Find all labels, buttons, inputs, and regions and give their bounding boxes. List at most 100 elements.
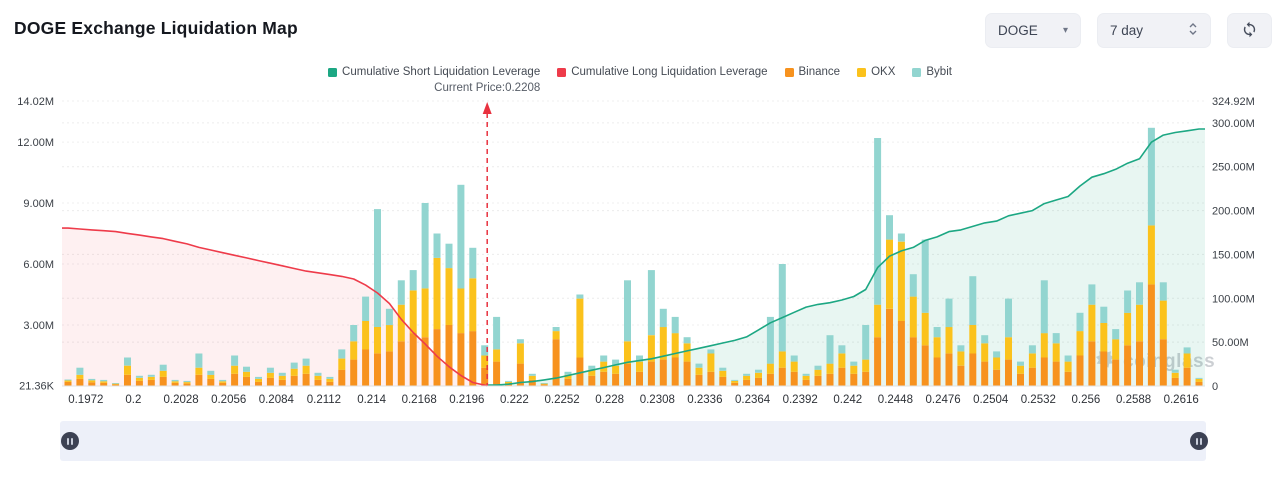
legend-label: Bybit bbox=[926, 66, 952, 78]
y-axis-left-label: 9.00M bbox=[23, 198, 54, 210]
bar-binance bbox=[647, 361, 655, 386]
x-axis-label: 0.2 bbox=[125, 394, 141, 406]
bar-okx bbox=[1028, 353, 1036, 368]
bar-bybit bbox=[1076, 312, 1084, 332]
slider-right-handle[interactable] bbox=[1190, 432, 1208, 450]
bar-binance bbox=[207, 378, 215, 386]
x-axis-label: 0.2616 bbox=[1164, 394, 1199, 406]
bar-binance bbox=[814, 375, 822, 386]
legend-label: Cumulative Long Liquidation Leverage bbox=[571, 66, 768, 78]
bar-okx bbox=[374, 327, 381, 354]
bar-bybit bbox=[945, 298, 953, 328]
bar-bybit bbox=[814, 365, 822, 370]
legend-swatch bbox=[912, 67, 922, 77]
bar-binance bbox=[957, 365, 965, 386]
legend-item-cumulative-long[interactable]: Cumulative Long Liquidation Leverage bbox=[557, 66, 768, 78]
bar-bybit bbox=[76, 367, 84, 375]
bar-okx bbox=[659, 327, 667, 360]
bar-bybit bbox=[826, 335, 834, 364]
bar-binance bbox=[731, 383, 739, 386]
x-axis-label: 0.2112 bbox=[307, 394, 341, 406]
bar-binance bbox=[564, 378, 572, 386]
bar-binance bbox=[362, 349, 370, 386]
bar-bybit bbox=[183, 380, 191, 383]
bar-binance bbox=[64, 381, 72, 386]
period-select[interactable]: 7 day bbox=[1097, 13, 1211, 48]
bar-binance bbox=[76, 378, 84, 386]
bar-bybit bbox=[671, 316, 679, 334]
bar-binance bbox=[350, 359, 358, 386]
bar-okx bbox=[326, 378, 334, 382]
bar-binance bbox=[433, 329, 441, 386]
bar-okx bbox=[1005, 337, 1012, 360]
legend-item-binance[interactable]: Binance bbox=[784, 66, 840, 78]
bar-bybit bbox=[516, 339, 524, 344]
y-axis-right-label: 0 bbox=[1212, 381, 1218, 393]
bar-binance bbox=[516, 363, 524, 386]
bar-binance bbox=[469, 331, 477, 386]
bar-okx bbox=[1183, 353, 1191, 368]
y-axis-left-label: 21.36K bbox=[19, 381, 55, 393]
bar-binance bbox=[374, 353, 381, 386]
bar-binance bbox=[683, 361, 691, 386]
x-axis-label: 0.2364 bbox=[735, 394, 771, 406]
bar-binance bbox=[314, 379, 322, 386]
bar-binance bbox=[1112, 359, 1120, 386]
bar-bybit bbox=[743, 373, 751, 376]
bar-binance bbox=[778, 367, 786, 386]
bar-binance bbox=[552, 339, 560, 386]
bar-bybit bbox=[255, 376, 262, 379]
bar-okx bbox=[64, 380, 72, 382]
bar-okx bbox=[600, 361, 608, 372]
bar-bybit bbox=[695, 363, 703, 368]
x-axis-label: 0.2448 bbox=[878, 394, 913, 406]
bar-binance bbox=[1088, 341, 1096, 386]
bar-okx bbox=[159, 370, 167, 377]
bar-binance bbox=[755, 377, 762, 386]
bar-binance bbox=[1124, 345, 1132, 386]
current-price-arrow-icon bbox=[482, 102, 492, 114]
bar-okx bbox=[1124, 312, 1132, 346]
bar-bybit bbox=[469, 247, 477, 279]
bar-bybit bbox=[445, 243, 453, 269]
bar-binance bbox=[481, 367, 489, 386]
legend-label: OKX bbox=[871, 66, 896, 78]
bar-okx bbox=[278, 375, 286, 380]
bar-okx bbox=[981, 343, 989, 362]
y-axis-left-label: 14.02M bbox=[17, 96, 54, 108]
bar-bybit bbox=[647, 270, 655, 336]
bar-bybit bbox=[231, 355, 239, 366]
refresh-button[interactable] bbox=[1227, 13, 1272, 48]
bar-binance bbox=[600, 371, 608, 386]
bar-binance bbox=[528, 379, 536, 386]
legend-item-okx[interactable]: OKX bbox=[857, 66, 895, 78]
bar-binance bbox=[326, 381, 334, 386]
bar-bybit bbox=[564, 371, 572, 375]
legend-swatch bbox=[857, 67, 867, 77]
bar-okx bbox=[183, 382, 191, 384]
bar-bybit bbox=[528, 373, 536, 376]
bar-okx bbox=[790, 361, 798, 372]
bar-binance bbox=[171, 383, 179, 386]
legend-item-cumulative-short[interactable]: Cumulative Short Liquidation Leverage bbox=[328, 66, 540, 78]
bar-okx bbox=[1147, 225, 1155, 285]
y-axis-right-label: 300.00M bbox=[1212, 118, 1255, 130]
bar-binance bbox=[612, 373, 620, 386]
bar-okx bbox=[969, 325, 977, 354]
zoom-slider[interactable] bbox=[60, 421, 1208, 461]
bar-okx bbox=[731, 380, 739, 383]
bar-okx bbox=[624, 341, 631, 364]
slider-left-handle[interactable] bbox=[61, 432, 79, 450]
bar-bybit bbox=[112, 383, 120, 384]
bar-binance bbox=[933, 357, 941, 386]
bar-okx bbox=[362, 321, 370, 350]
bar-okx bbox=[671, 333, 679, 358]
legend-item-bybit[interactable]: Bybit bbox=[912, 66, 952, 78]
symbol-select[interactable]: DOGE ▾ bbox=[985, 13, 1081, 48]
bar-binance bbox=[88, 382, 96, 386]
bar-binance bbox=[707, 371, 715, 386]
bar-binance bbox=[493, 361, 501, 386]
bar-binance bbox=[850, 373, 858, 386]
bar-okx bbox=[266, 372, 274, 378]
